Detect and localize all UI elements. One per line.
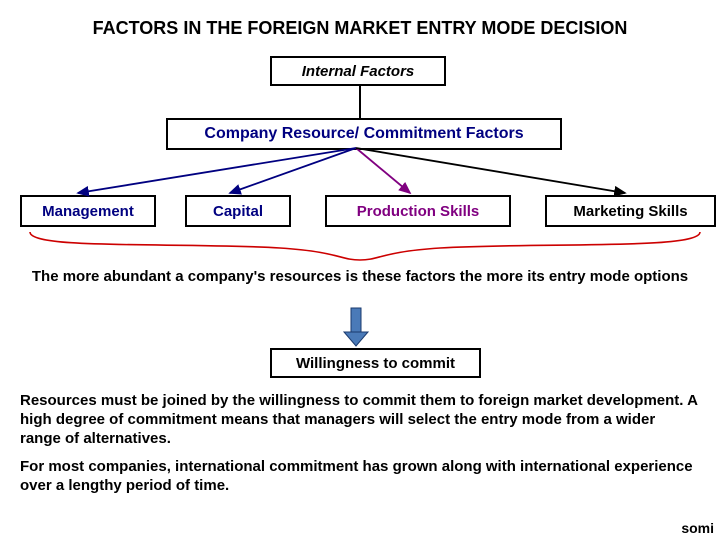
factor-management: Management — [20, 195, 156, 227]
company-factors-box: Company Resource/ Commitment Factors — [166, 118, 562, 150]
abundant-text: The more abundant a company's resources … — [20, 268, 700, 287]
willingness-box: Willingness to commit — [270, 348, 481, 378]
footer-credit: somi — [681, 520, 714, 536]
paragraph-2: For most companies, international commit… — [20, 458, 700, 496]
page-title: FACTORS IN THE FOREIGN MARKET ENTRY MODE… — [0, 18, 720, 39]
factor-production: Production Skills — [325, 195, 511, 227]
internal-factors-box: Internal Factors — [270, 56, 446, 86]
factor-capital: Capital — [185, 195, 291, 227]
paragraph-1: Resources must be joined by the willingn… — [20, 392, 700, 448]
factor-marketing: Marketing Skills — [545, 195, 716, 227]
